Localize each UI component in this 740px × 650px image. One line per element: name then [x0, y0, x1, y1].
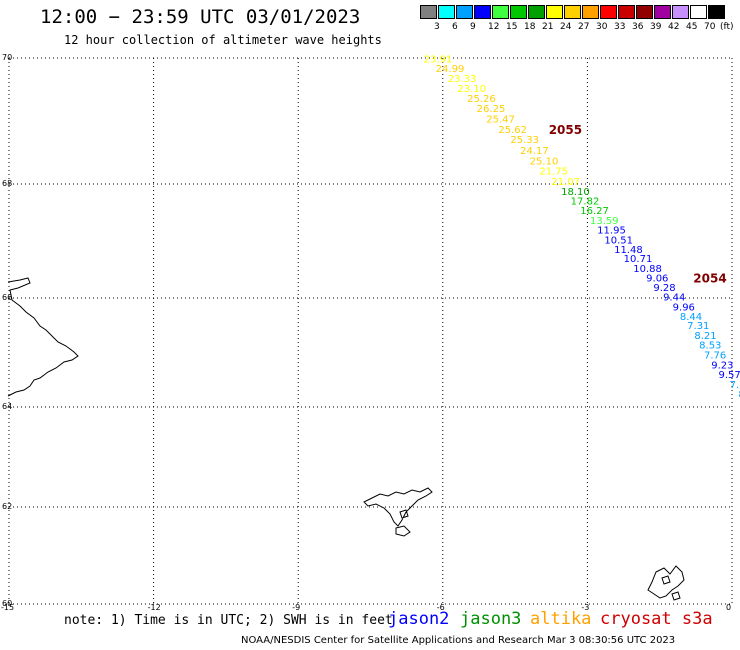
lat-label: 60	[2, 599, 13, 608]
lat-label: 68	[2, 179, 13, 188]
footer-credit: NOAA/NESDIS Center for Satellite Applica…	[241, 635, 676, 646]
legend-swatch	[492, 5, 509, 19]
coastlines	[7, 277, 685, 601]
legend-swatch	[600, 5, 617, 19]
legend-label: 39	[650, 22, 662, 32]
swh-value: 11.48	[614, 245, 643, 256]
swh-value: 9.96	[673, 303, 695, 314]
legend-label: 18	[524, 22, 536, 32]
swh-value: 13.59	[590, 216, 619, 227]
swh-value: 23.10	[457, 84, 486, 95]
lat-label: 66	[2, 293, 13, 302]
lon-label: -6	[436, 603, 445, 612]
legend-swatch	[654, 5, 671, 19]
legend-label: 33	[614, 22, 626, 32]
swh-value: 18.10	[561, 187, 590, 198]
legend-swatch	[564, 5, 581, 19]
legend-swatch	[636, 5, 653, 19]
swh-value: 8.53	[699, 341, 721, 352]
page-title: 12:00 − 23:59 UTC 03/01/2023	[40, 6, 361, 28]
footer-note: note: 1) Time is in UTC; 2) SWH is in fe…	[64, 613, 393, 628]
swh-value: 8.44	[680, 312, 702, 323]
legend-swatch	[510, 5, 527, 19]
swh-value: 25.26	[467, 94, 496, 105]
swh-value: 8.21	[694, 331, 716, 342]
swh-value: 7.	[730, 380, 740, 391]
legend-label: 9	[470, 22, 476, 32]
swh-value: 21.75	[539, 167, 568, 178]
lat-label: 64	[2, 402, 13, 411]
swh-value: 9.06	[646, 274, 668, 285]
legend-label: 36	[632, 22, 644, 32]
swh-value: 9.28	[653, 283, 675, 294]
legend-swatch	[672, 5, 689, 19]
swh-value: 8	[738, 390, 740, 401]
lat-lon-grid	[8, 57, 733, 605]
swh-value: 23.91	[424, 54, 453, 65]
satellite-name: cryosat s3a	[600, 609, 713, 629]
swh-value: 17.82	[571, 197, 600, 208]
satellite-name: altika	[530, 609, 592, 629]
swh-value: 25.10	[530, 157, 559, 168]
legend-swatch	[438, 5, 455, 19]
lat-label: 62	[2, 502, 13, 511]
legend-swatch	[528, 5, 545, 19]
swh-value: 7.31	[687, 321, 709, 332]
swh-value: 24.17	[520, 146, 549, 157]
legend-label: 3	[434, 22, 440, 32]
legend-unit: (ft)	[720, 22, 734, 32]
swh-value: 21.07	[551, 177, 580, 188]
legend-label: 70	[704, 22, 716, 32]
legend-swatch	[456, 5, 473, 19]
legend-swatch	[708, 5, 725, 19]
satellite-name: jason3	[460, 609, 522, 629]
legend-swatch	[546, 5, 563, 19]
altimeter-tracks: 23.9124.9923.3323.1025.2626.2525.4725.62…	[424, 54, 740, 400]
legend-label: 27	[578, 22, 590, 32]
lon-label: -15	[1, 603, 15, 612]
page-subtitle: 12 hour collection of altimeter wave hei…	[64, 33, 382, 47]
swh-value: 7.76	[704, 351, 726, 362]
shetland-islands-coastline	[647, 565, 685, 601]
swh-value: 9.23	[711, 360, 733, 371]
legend-swatch	[690, 5, 707, 19]
swh-value: 11.95	[597, 226, 626, 237]
swh-value: 10.71	[624, 254, 653, 265]
legend-swatch	[420, 5, 437, 19]
legend-label: 21	[542, 22, 554, 32]
track-id-label: 2054	[693, 272, 726, 286]
legend-swatch	[582, 5, 599, 19]
swh-value: 25.47	[486, 114, 515, 125]
lon-label: 0	[726, 603, 732, 612]
swh-value: 10.51	[604, 235, 633, 246]
legend-label: 12	[488, 22, 500, 32]
track-id-label: 2055	[549, 123, 582, 137]
swh-value: 23.33	[448, 74, 477, 85]
legend-swatch	[474, 5, 491, 19]
swh-value: 9.44	[663, 293, 685, 304]
swh-value: 10.88	[633, 264, 662, 275]
swh-value: 25.33	[510, 135, 539, 146]
lon-label: -3	[581, 603, 590, 612]
swh-value: 26.25	[477, 104, 506, 115]
legend-label: 45	[686, 22, 698, 32]
lon-label: -12	[147, 603, 161, 612]
swh-value: 24.99	[436, 64, 465, 75]
legend-label: 24	[560, 22, 572, 32]
legend-label: 42	[668, 22, 680, 32]
legend-label: 15	[506, 22, 518, 32]
legend-swatch	[618, 5, 635, 19]
iceland-coastline	[7, 277, 79, 397]
swh-value: 16.27	[580, 206, 609, 217]
satellite-name: jason2	[388, 609, 450, 629]
swh-value: 25.62	[498, 125, 527, 136]
faroe-islands-coastline	[363, 487, 433, 537]
lat-label: 70	[2, 53, 13, 62]
legend-label: 30	[596, 22, 608, 32]
legend-label: 6	[452, 22, 458, 32]
lon-label: -9	[292, 603, 301, 612]
swh-value: 9.57	[718, 370, 740, 381]
